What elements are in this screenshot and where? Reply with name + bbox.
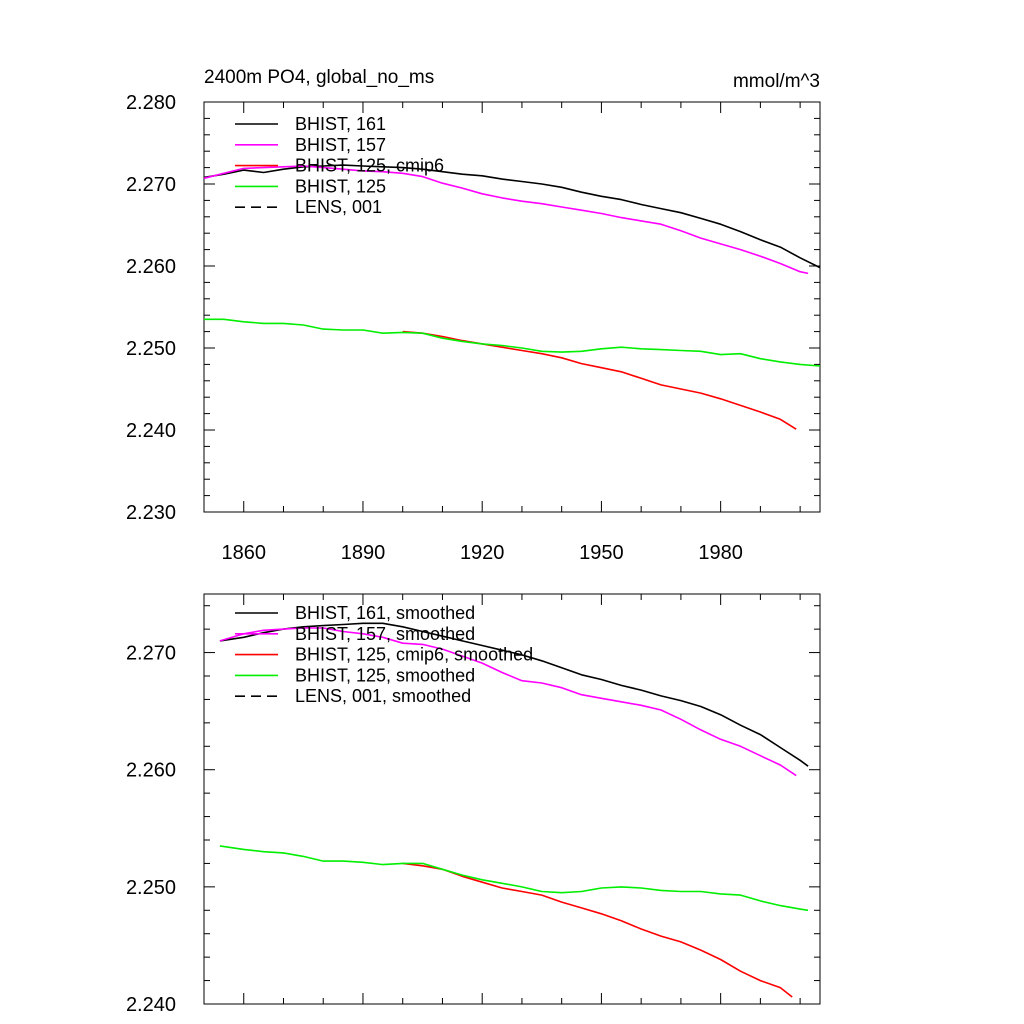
legend-label: LENS, 001, smoothed — [295, 686, 471, 706]
y-tick-label: 2.240 — [126, 420, 176, 442]
chart-title: 2400m PO4, global_no_ms — [204, 67, 434, 88]
legend-label: BHIST, 125, cmip6 — [295, 156, 444, 176]
plot-frame — [203, 593, 821, 1005]
x-tick-label: 1980 — [698, 542, 743, 564]
y-tick-label: 2.250 — [126, 338, 176, 360]
series-line — [203, 165, 809, 275]
legend-label: BHIST, 125, smoothed — [295, 665, 475, 685]
series-line — [219, 627, 797, 777]
legend-label: LENS, 001 — [295, 197, 382, 217]
x-tick-label: 1920 — [460, 542, 505, 564]
legend-label: BHIST, 161 — [295, 114, 386, 134]
y-tick-label: 2.270 — [126, 643, 176, 665]
panel-bottom: 2.240 2.250 2.260 2.270 BHIST, 161, smoothed… — [126, 593, 821, 1016]
y-tick-label: 2.270 — [126, 174, 176, 196]
y-tick-label: 2.230 — [126, 502, 176, 524]
legend-label: BHIST, 157, smoothed — [295, 624, 475, 644]
legend-label: BHIST, 125 — [295, 176, 386, 196]
series-line — [219, 622, 809, 767]
x-tick-label: 1890 — [341, 542, 386, 564]
series-line — [219, 845, 809, 912]
chart-units: mmol/m^3 — [733, 71, 820, 92]
panel-top: 2400m PO4, global_no_ms mmol/m^3 1860 189… — [126, 67, 821, 564]
series-line — [204, 318, 821, 367]
y-tick-label: 2.260 — [126, 760, 176, 782]
x-tick-label: 1950 — [579, 542, 624, 564]
legend-label: BHIST, 161, smoothed — [295, 603, 475, 623]
y-tick-label: 2.250 — [126, 877, 176, 899]
legend-label: BHIST, 157 — [295, 135, 386, 155]
y-tick-label: 2.240 — [126, 994, 176, 1016]
y-tick-label: 2.280 — [126, 92, 176, 114]
x-tick-label: 1860 — [221, 542, 266, 564]
legend-label: BHIST, 125, cmip6, smoothed — [295, 645, 533, 665]
plot-frame — [203, 101, 821, 513]
y-tick-label: 2.260 — [126, 256, 176, 278]
series-line — [402, 862, 793, 998]
